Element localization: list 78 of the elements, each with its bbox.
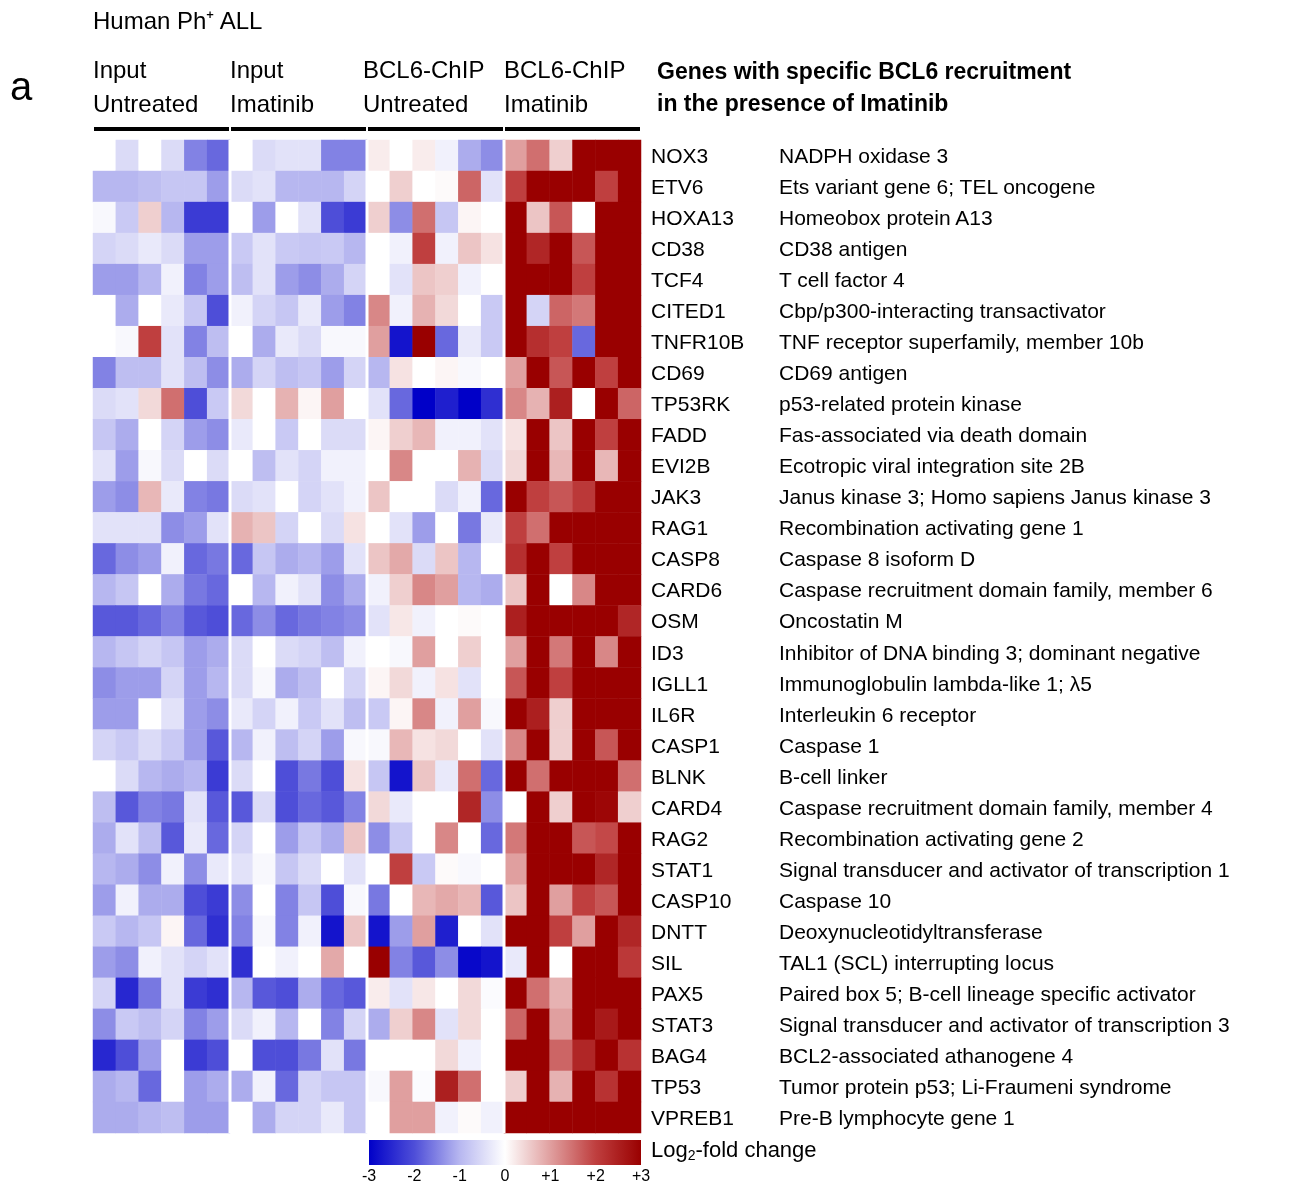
- y-tick-label: CD69: [651, 361, 705, 385]
- y-tick-label: BLNK: [651, 764, 706, 788]
- y-tick-label: EVI2B: [651, 454, 711, 478]
- y-tick-label: BAG4: [651, 1043, 708, 1067]
- y2-tick-label: NADPH oxidase 3: [779, 144, 949, 168]
- y2-tick-label: Recombination activating gene 1: [779, 516, 1084, 540]
- y-tick-label: IGLL1: [651, 671, 709, 695]
- y2-tick-label: Signal transducer and activator of transcription 1: [779, 857, 1230, 881]
- y-tick-label: STAT1: [651, 857, 714, 881]
- y-tick-label: TCF4: [651, 268, 704, 292]
- text: Input Imatinib: [230, 55, 315, 117]
- y-tick-label: CARD4: [651, 795, 723, 819]
- color-bar-label: -2: [407, 1166, 422, 1184]
- y-tick-label: NOX3: [651, 144, 709, 168]
- y2-tick-label: Recombination activating gene 2: [779, 826, 1084, 850]
- y2-tick-label: Caspase 1: [779, 733, 880, 757]
- y2-tick-label: Cbp/p300-interacting transactivator: [779, 299, 1106, 323]
- text: Input Untreated: [93, 55, 199, 117]
- y-tick-label: HOXA13: [651, 206, 734, 230]
- y2-tick-label: Tumor protein p53; Li-Fraumeni syndrome: [779, 1074, 1172, 1098]
- y2-tick-label: TNF receptor superfamily, member 10b: [779, 330, 1144, 354]
- color-bar-label: +2: [586, 1166, 605, 1184]
- y2-tick-label: CD69 antigen: [779, 361, 908, 385]
- y2-tick-label: Ets variant gene 6; TEL oncogene: [779, 175, 1096, 199]
- y2-tick-label: Signal transducer and activator of transcription 3: [779, 1012, 1230, 1036]
- y-tick-label: RAG1: [651, 516, 709, 540]
- y-tick-label: JAK3: [651, 485, 702, 509]
- y2-tick-label: p53-related protein kinase: [779, 392, 1022, 416]
- color-bar-label: -1: [452, 1166, 467, 1184]
- y2-tick-label: Caspase recruitment domain family, member 4: [779, 795, 1214, 819]
- y-tick-label: ID3: [651, 640, 684, 664]
- y-axis-title: Genes with specific BCL6 recruitment in the presence of Imatinib: [657, 58, 1078, 116]
- y2-tick-label: Interleukin 6 receptor: [779, 702, 977, 726]
- y2-tick-label: TAL1 (SCL) interrupting locus: [779, 950, 1055, 974]
- y-tick-label: TP53: [651, 1074, 702, 1098]
- color-bar-label: 0: [500, 1166, 510, 1184]
- color-bar-label: +1: [541, 1166, 560, 1184]
- y2-tick-label: B-cell linker: [779, 764, 888, 788]
- y2-tick-label: BCL2-associated athanogene 4: [779, 1043, 1074, 1067]
- y-tick-label: CASP8: [651, 547, 720, 571]
- y-tick-label: CITED1: [651, 299, 726, 323]
- y2-tick-label: Immunoglobulin lambda-like 1; λ5: [779, 671, 1092, 695]
- y2-tick-label: Caspase 10: [779, 888, 892, 912]
- y2-tick-label: Inhibitor of DNA binding 3; dominant negative: [779, 640, 1201, 664]
- y-tick-label: DNTT: [651, 919, 708, 943]
- y2-tick-label: Caspase recruitment domain family, member 6: [779, 578, 1213, 602]
- y-tick-label: STAT3: [651, 1012, 714, 1036]
- y2-tick-label: Deoxynucleotidyltransferase: [779, 919, 1043, 943]
- y-tick-label: PAX5: [651, 981, 704, 1005]
- color-bar-label: -3: [361, 1166, 377, 1184]
- y-tick-label: CASP1: [651, 733, 720, 757]
- y-tick-label: RAG2: [651, 826, 709, 850]
- y-tick-label: IL6R: [651, 702, 696, 726]
- y-tick-label: TP53RK: [651, 392, 731, 416]
- y-tick-label: FADD: [651, 423, 708, 447]
- y2-tick-label: Homeobox protein A13: [779, 206, 993, 230]
- y2-tick-label: Janus kinase 3; Homo sapiens Janus kinase 3: [779, 485, 1211, 509]
- y-tick-label: CD38: [651, 237, 705, 261]
- y2-tick-label: Oncostatin M: [779, 609, 903, 633]
- y-tick-label: ETV6: [651, 175, 704, 199]
- text: BCL6-ChIP Imatinib: [504, 55, 632, 117]
- y2-tick-label: Ecotropic viral integration site 2B: [779, 454, 1085, 478]
- y-tick-label: CARD6: [651, 578, 723, 602]
- y-tick-label: CASP10: [651, 888, 732, 912]
- y2-tick-label: T cell factor 4: [779, 268, 905, 292]
- y-tick-label: OSM: [651, 609, 699, 633]
- text: a: [10, 64, 33, 108]
- y-tick-label: SIL: [651, 950, 683, 974]
- text: Human Ph⁺ ALL: [93, 6, 263, 34]
- text: BCL6-ChIP Untreated: [363, 55, 491, 117]
- y2-tick-label: CD38 antigen: [779, 237, 908, 261]
- y-tick-label: TNFR10B: [651, 330, 745, 354]
- y2-tick-label: Caspase 8 isoform D: [779, 547, 976, 571]
- y2-tick-label: Pre-B lymphocyte gene 1: [779, 1105, 1015, 1129]
- y-tick-label: VPREB1: [651, 1105, 734, 1129]
- color-bar-label: +3: [631, 1166, 651, 1184]
- y2-tick-label: Paired box 5; B-cell lineage specific activator: [779, 981, 1196, 1005]
- y2-tick-label: Fas-associated via death domain: [779, 423, 1088, 447]
